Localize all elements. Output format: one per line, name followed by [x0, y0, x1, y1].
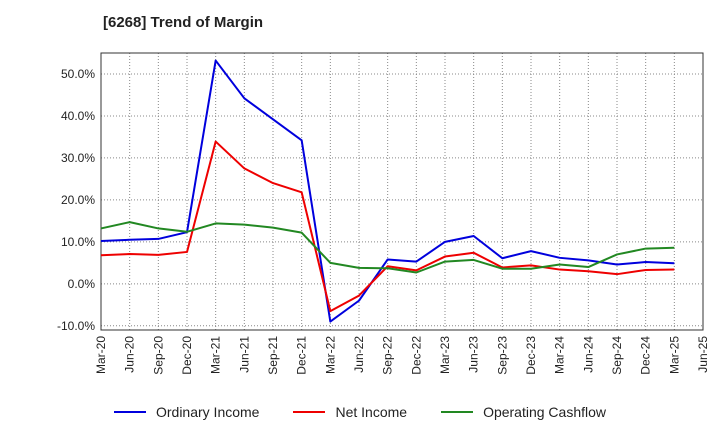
- legend-label: Ordinary Income: [155, 404, 260, 420]
- x-tick-label: Mar-23: [438, 336, 452, 374]
- x-tick-label: Sep-20: [151, 336, 165, 375]
- x-tick-label: Mar-25: [667, 336, 681, 374]
- x-tick-label: Sep-22: [381, 336, 395, 375]
- legend-swatch: [113, 411, 146, 413]
- grid: [100, 53, 704, 330]
- series-line-operating-cashflow: [100, 221, 675, 274]
- legend-item-ordinary-income: Ordinary Income: [113, 404, 260, 420]
- series-line-ordinary-income: [100, 59, 675, 323]
- legend-label: Operating Cashflow: [483, 404, 607, 420]
- x-tick-label: Mar-20: [94, 336, 108, 374]
- series-line-net-income: [100, 140, 675, 313]
- y-tick-label: 10.0%: [61, 235, 95, 249]
- legend-swatch: [441, 411, 474, 413]
- x-tick-label: Sep-23: [495, 336, 509, 375]
- legend-item-operating-cashflow: Operating Cashflow: [441, 404, 606, 420]
- legend-item-net-income: Net Income: [293, 404, 407, 420]
- legend: Ordinary Income Net Income Operating Cashf…: [0, 404, 720, 420]
- series-lines: [100, 59, 675, 323]
- y-tick-label: -10.0%: [57, 319, 95, 333]
- y-tick-label: 50.0%: [61, 67, 95, 81]
- chart-title: [6268] Trend of Margin: [103, 14, 264, 31]
- x-tick-label: Mar-22: [323, 336, 337, 374]
- y-tick-label: 40.0%: [61, 109, 95, 123]
- x-tick-label: Dec-22: [409, 336, 423, 375]
- x-tick-label: Dec-21: [295, 336, 309, 375]
- x-tick-label: Jun-22: [352, 336, 366, 373]
- legend-label: Net Income: [335, 404, 408, 420]
- x-tick-label: Sep-21: [266, 336, 280, 375]
- legend-swatch: [293, 411, 326, 413]
- x-tick-label: Jun-25: [696, 336, 710, 373]
- x-tick-label: Jun-24: [581, 336, 595, 373]
- x-tick-label: Dec-24: [639, 336, 653, 375]
- x-tick-label: Jun-20: [123, 336, 137, 373]
- plot-frame: [100, 52, 704, 331]
- x-tick-label: Jun-23: [467, 336, 481, 373]
- y-axis-ticks: -10.0% 0.0% 10.0% 20.0% 30.0% 40.0% 50.0%: [57, 67, 95, 333]
- y-tick-label: 0.0%: [68, 277, 96, 291]
- x-tick-label: Dec-20: [180, 336, 194, 375]
- x-tick-label: Mar-24: [553, 336, 567, 374]
- y-tick-label: 20.0%: [61, 193, 95, 207]
- x-axis-ticks: Mar-20 Jun-20 Sep-20 Dec-20 Mar-21 Jun-21 Sep-…: [94, 336, 710, 375]
- x-tick-label: Mar-21: [209, 336, 223, 374]
- x-tick-label: Sep-24: [610, 336, 624, 375]
- x-tick-label: Jun-21: [237, 336, 251, 373]
- y-tick-label: 30.0%: [61, 151, 95, 165]
- x-tick-label: Dec-23: [524, 336, 538, 375]
